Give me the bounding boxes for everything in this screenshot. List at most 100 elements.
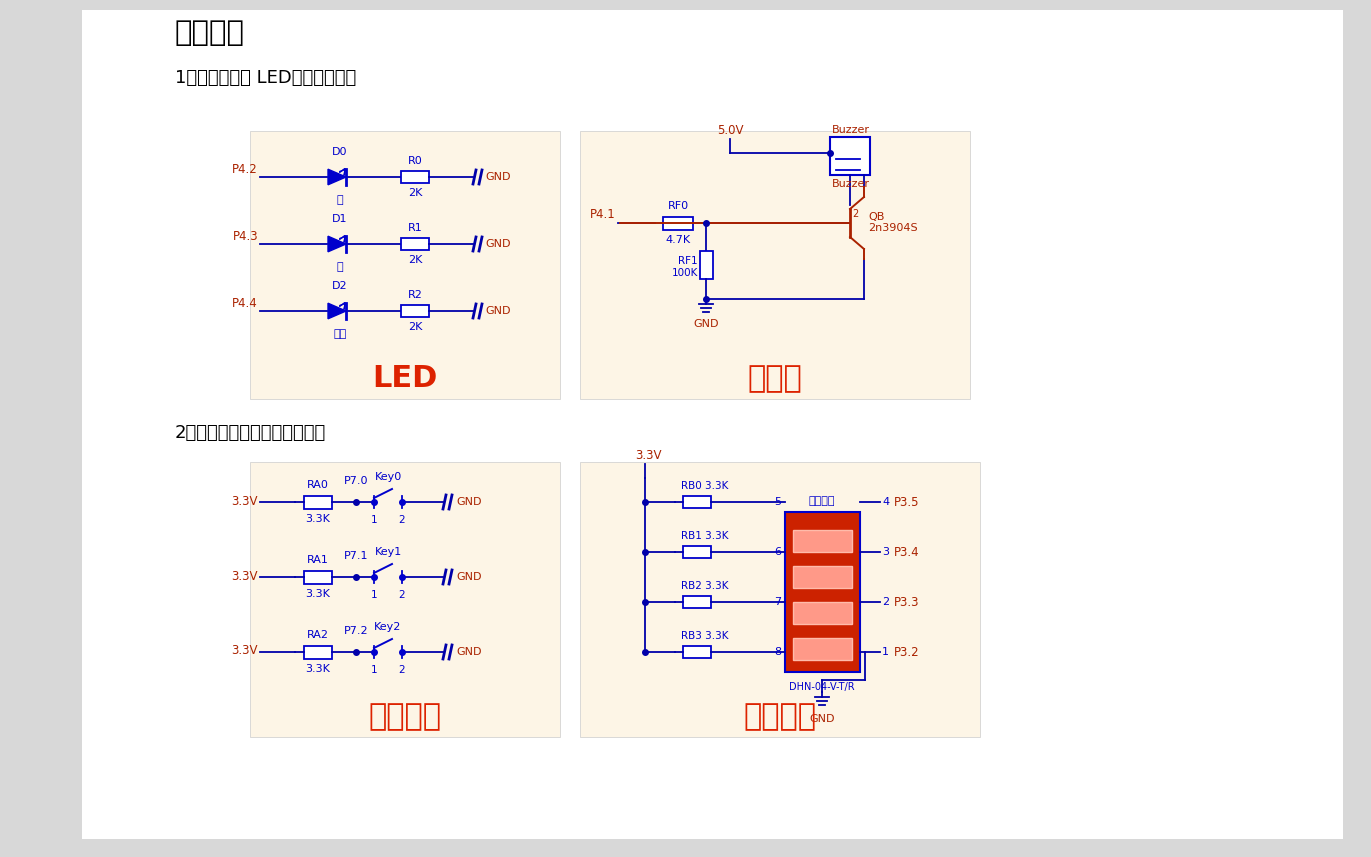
Text: RB2 3.3K: RB2 3.3K bbox=[681, 581, 728, 591]
Text: 红: 红 bbox=[337, 195, 343, 205]
Text: 3.3V: 3.3V bbox=[232, 644, 258, 657]
Text: GND: GND bbox=[457, 572, 481, 582]
Text: 2: 2 bbox=[851, 209, 858, 219]
Text: RA0: RA0 bbox=[307, 480, 329, 490]
Text: 外设电路: 外设电路 bbox=[175, 19, 245, 47]
Text: GND: GND bbox=[694, 319, 718, 329]
Text: GND: GND bbox=[809, 714, 835, 724]
Text: P7.2: P7.2 bbox=[344, 626, 369, 636]
Text: 1: 1 bbox=[882, 647, 888, 657]
Bar bbox=[304, 571, 332, 584]
Text: 2K: 2K bbox=[407, 188, 422, 198]
Text: QB: QB bbox=[868, 212, 884, 222]
Text: GND: GND bbox=[457, 647, 481, 657]
Text: 2K: 2K bbox=[407, 255, 422, 265]
Text: P3.5: P3.5 bbox=[894, 495, 920, 508]
Text: P7.1: P7.1 bbox=[344, 551, 369, 561]
Text: 8: 8 bbox=[773, 647, 781, 657]
Bar bbox=[580, 131, 971, 399]
Text: RA2: RA2 bbox=[307, 630, 329, 640]
Text: 3.3K: 3.3K bbox=[306, 589, 330, 599]
Text: RF1: RF1 bbox=[679, 256, 698, 266]
Text: P4.2: P4.2 bbox=[232, 163, 258, 176]
Text: 7: 7 bbox=[773, 597, 781, 607]
Text: D2: D2 bbox=[332, 281, 348, 291]
Text: 5: 5 bbox=[775, 497, 781, 507]
Text: 1、输出：点亮 LED、奏响蜂鸣器: 1、输出：点亮 LED、奏响蜂鸣器 bbox=[175, 69, 356, 87]
Text: DHN-04-V-T/R: DHN-04-V-T/R bbox=[790, 682, 854, 692]
Text: 拨码开关: 拨码开关 bbox=[809, 496, 835, 506]
Text: R1: R1 bbox=[407, 223, 422, 233]
Text: Key0: Key0 bbox=[374, 472, 402, 482]
Text: 独立按键: 独立按键 bbox=[369, 702, 441, 731]
Text: P4.1: P4.1 bbox=[591, 208, 616, 221]
Text: 3.3V: 3.3V bbox=[635, 449, 661, 462]
Text: 3.3K: 3.3K bbox=[306, 664, 330, 674]
Bar bbox=[792, 566, 851, 588]
Text: Key2: Key2 bbox=[374, 622, 402, 632]
Polygon shape bbox=[328, 237, 345, 252]
Text: P4.3: P4.3 bbox=[232, 230, 258, 243]
Text: LED: LED bbox=[373, 364, 437, 393]
Text: 3.3V: 3.3V bbox=[232, 570, 258, 583]
Bar bbox=[792, 602, 851, 624]
Text: GND: GND bbox=[457, 497, 481, 507]
Polygon shape bbox=[328, 303, 345, 319]
Bar bbox=[250, 462, 559, 737]
Text: Buzzer: Buzzer bbox=[832, 125, 871, 135]
Text: Buzzer: Buzzer bbox=[832, 179, 871, 189]
Bar bbox=[683, 546, 712, 558]
Text: 2: 2 bbox=[399, 590, 406, 600]
Bar bbox=[699, 251, 713, 279]
Bar bbox=[829, 137, 871, 175]
Text: P3.2: P3.2 bbox=[894, 645, 920, 658]
Text: D0: D0 bbox=[332, 147, 348, 157]
Text: R2: R2 bbox=[407, 290, 422, 300]
Text: GND: GND bbox=[485, 306, 510, 316]
Text: RB0 3.3K: RB0 3.3K bbox=[681, 481, 728, 491]
Text: RB3 3.3K: RB3 3.3K bbox=[681, 631, 728, 641]
Bar bbox=[792, 638, 851, 660]
Text: P3.4: P3.4 bbox=[894, 546, 920, 559]
Text: 5.0V: 5.0V bbox=[717, 124, 743, 137]
Text: RF0: RF0 bbox=[668, 201, 688, 211]
Text: 3.3K: 3.3K bbox=[306, 514, 330, 524]
Polygon shape bbox=[328, 169, 345, 185]
Bar bbox=[664, 217, 692, 230]
Text: 2K: 2K bbox=[407, 322, 422, 332]
Text: 拨码开关: 拨码开关 bbox=[743, 702, 817, 731]
Bar bbox=[400, 171, 429, 183]
Bar bbox=[580, 462, 980, 737]
Text: GND: GND bbox=[485, 239, 510, 249]
Text: 4.7K: 4.7K bbox=[665, 235, 691, 245]
Text: 2: 2 bbox=[399, 665, 406, 675]
Text: P4.4: P4.4 bbox=[232, 297, 258, 310]
Bar bbox=[683, 496, 712, 508]
Bar bbox=[304, 495, 332, 508]
Text: P7.0: P7.0 bbox=[344, 476, 369, 486]
Text: D1: D1 bbox=[332, 214, 348, 224]
Text: Key1: Key1 bbox=[374, 547, 402, 557]
Text: 6: 6 bbox=[775, 547, 781, 557]
Text: 1: 1 bbox=[370, 590, 377, 600]
Bar bbox=[400, 238, 429, 250]
Bar bbox=[683, 646, 712, 658]
Text: 4: 4 bbox=[882, 497, 890, 507]
Text: R0: R0 bbox=[407, 156, 422, 166]
Text: 100K: 100K bbox=[672, 268, 698, 278]
Text: 2: 2 bbox=[399, 515, 406, 525]
Text: RB1 3.3K: RB1 3.3K bbox=[681, 531, 728, 541]
Bar bbox=[304, 645, 332, 658]
Text: 翠绿: 翠绿 bbox=[333, 329, 347, 339]
Text: 3.3V: 3.3V bbox=[232, 494, 258, 507]
Text: 2: 2 bbox=[882, 597, 890, 607]
Text: 2n3904S: 2n3904S bbox=[868, 223, 917, 233]
Bar bbox=[250, 131, 559, 399]
Bar bbox=[786, 512, 860, 672]
Text: P3.3: P3.3 bbox=[894, 596, 920, 608]
Text: 1: 1 bbox=[370, 515, 377, 525]
Text: 蜂鸣器: 蜂鸣器 bbox=[747, 364, 802, 393]
Bar bbox=[792, 530, 851, 552]
Text: 2、输入：读取按键、拨码开关: 2、输入：读取按键、拨码开关 bbox=[175, 424, 326, 442]
Text: 蓝: 蓝 bbox=[337, 262, 343, 272]
